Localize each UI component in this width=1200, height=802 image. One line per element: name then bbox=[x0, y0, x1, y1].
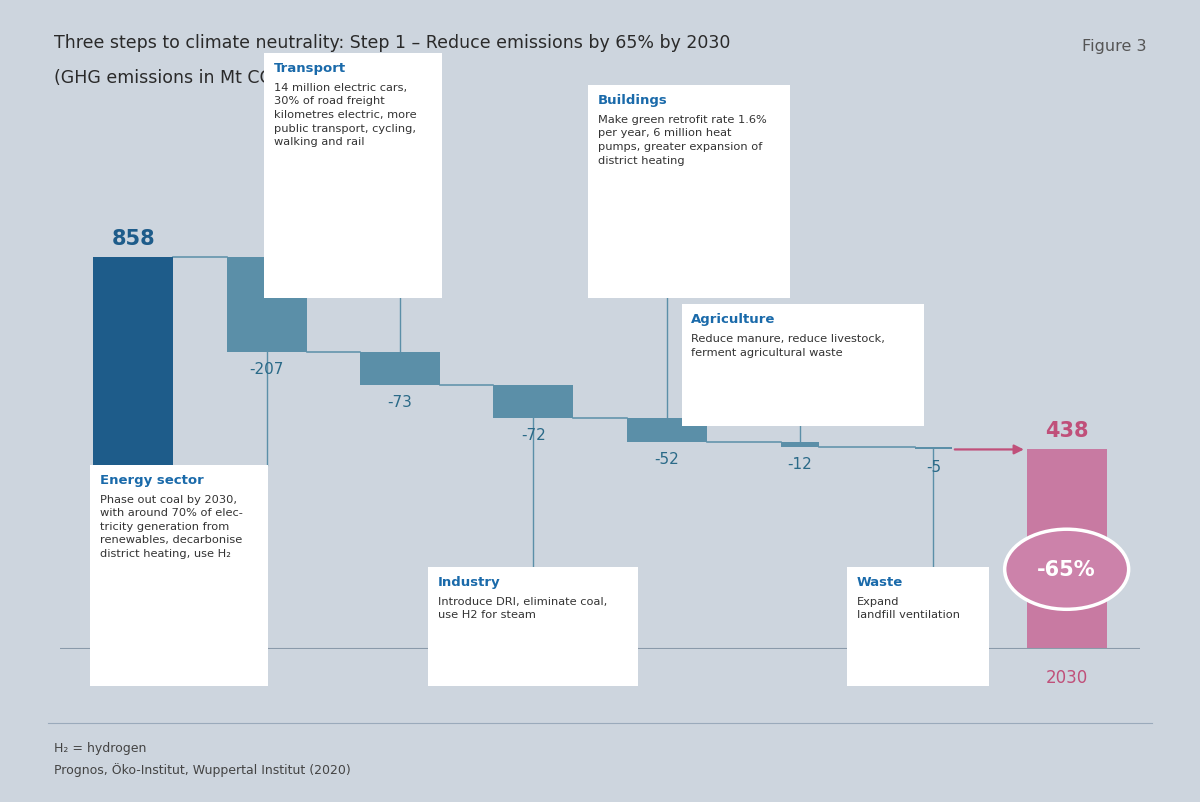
Text: Buildings: Buildings bbox=[598, 94, 667, 107]
Text: Phase out coal by 2030,
with around 70% of elec-
tricity generation from
renewab: Phase out coal by 2030, with around 70% … bbox=[100, 494, 242, 558]
Text: Energy sector: Energy sector bbox=[100, 473, 203, 486]
Text: H₂ = hydrogen: H₂ = hydrogen bbox=[54, 741, 146, 754]
Text: -65%: -65% bbox=[1037, 560, 1096, 580]
Bar bbox=[626, 419, 707, 442]
Text: 2030: 2030 bbox=[1045, 668, 1087, 686]
Text: Industry: Industry bbox=[438, 575, 500, 588]
Text: 2018: 2018 bbox=[113, 668, 155, 686]
Text: Introduce DRI, eliminate coal,
use H2 for steam: Introduce DRI, eliminate coal, use H2 fo… bbox=[438, 596, 607, 619]
Text: 14 million electric cars,
30% of road freight
kilometres electric, more
public t: 14 million electric cars, 30% of road fr… bbox=[274, 83, 416, 147]
Bar bbox=[227, 257, 307, 352]
Text: 858: 858 bbox=[112, 229, 155, 249]
Bar bbox=[360, 352, 440, 386]
Bar bbox=[781, 442, 818, 448]
Text: (GHG emissions in Mt CO₂eq): (GHG emissions in Mt CO₂eq) bbox=[54, 69, 308, 87]
Text: -52: -52 bbox=[654, 452, 679, 466]
Text: Expand
landfill ventilation: Expand landfill ventilation bbox=[857, 596, 960, 619]
Bar bbox=[1027, 449, 1106, 650]
Bar bbox=[94, 257, 173, 650]
Text: 438: 438 bbox=[1045, 420, 1088, 440]
Text: -5: -5 bbox=[925, 459, 941, 474]
Text: Reduce manure, reduce livestock,
ferment agricultural waste: Reduce manure, reduce livestock, ferment… bbox=[691, 334, 886, 357]
Text: Transport: Transport bbox=[274, 62, 346, 75]
Text: Make green retrofit rate 1.6%
per year, 6 million heat
pumps, greater expansion : Make green retrofit rate 1.6% per year, … bbox=[598, 115, 767, 165]
Text: Figure 3: Figure 3 bbox=[1081, 38, 1146, 54]
Text: -12: -12 bbox=[787, 457, 812, 472]
Bar bbox=[493, 386, 574, 419]
Bar bbox=[914, 448, 952, 450]
Text: -72: -72 bbox=[521, 427, 546, 443]
Text: Prognos, Öko-Institut, Wuppertal Institut (2020): Prognos, Öko-Institut, Wuppertal Institu… bbox=[54, 762, 350, 776]
Text: Agriculture: Agriculture bbox=[691, 313, 775, 326]
Text: -207: -207 bbox=[250, 361, 284, 376]
Ellipse shape bbox=[1004, 529, 1129, 610]
Text: Waste: Waste bbox=[857, 575, 904, 588]
Text: -73: -73 bbox=[388, 395, 413, 410]
Text: Three steps to climate neutrality: Step 1 – Reduce emissions by 65% by 2030: Three steps to climate neutrality: Step … bbox=[54, 34, 731, 51]
